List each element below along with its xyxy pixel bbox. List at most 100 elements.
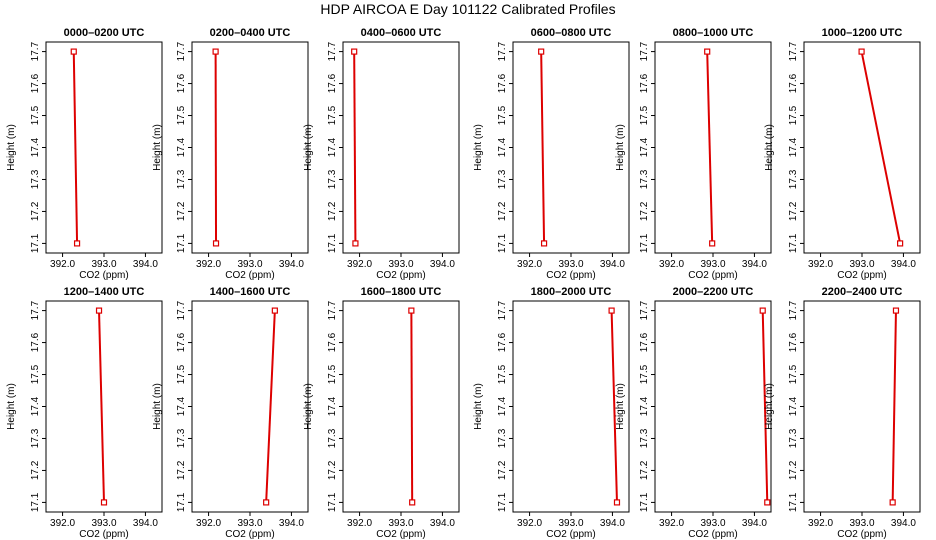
panel-title: 2200–2400 UTC bbox=[822, 286, 903, 298]
x-tick-label: 393.0 bbox=[91, 518, 116, 529]
chart-title: HDP AIRCOA E Day 101122 Calibrated Profi… bbox=[320, 1, 615, 17]
y-axis-label: Height (m) bbox=[6, 124, 17, 171]
profile-point bbox=[352, 240, 359, 247]
panel: 0600–0800 UTC 392.0 393.0 394.0 17.1 17.2 17.3… bbox=[473, 27, 630, 281]
y-tick-label: 17.6 bbox=[327, 73, 338, 93]
panel-title: 1000–1200 UTC bbox=[822, 27, 903, 39]
y-axis-label: Height (m) bbox=[764, 383, 775, 430]
profile-line bbox=[860, 51, 902, 244]
plot-frame bbox=[342, 41, 460, 254]
y-axis-label: Height (m) bbox=[473, 124, 484, 171]
profile-point bbox=[858, 48, 865, 55]
x-tick-label: 393.0 bbox=[237, 259, 262, 270]
x-tick-label: 392.0 bbox=[808, 259, 833, 270]
y-tick-label: 17.2 bbox=[497, 201, 508, 221]
y-tick-label: 17.3 bbox=[788, 428, 799, 448]
y-tick-label: 17.2 bbox=[176, 201, 187, 221]
x-axis-label: CO2 (ppm) bbox=[688, 270, 737, 281]
y-tick-label: 17.2 bbox=[788, 460, 799, 480]
y-axis-label: Height (m) bbox=[615, 383, 626, 430]
plot-frame bbox=[512, 41, 630, 254]
panel-title: 0000–0200 UTC bbox=[64, 27, 145, 39]
y-tick-label: 17.4 bbox=[497, 137, 508, 157]
y-tick-label: 17.6 bbox=[176, 332, 187, 352]
panel-title: 0600–0800 UTC bbox=[531, 27, 612, 39]
x-tick-label: 392.0 bbox=[50, 259, 75, 270]
y-tick-label: 17.3 bbox=[327, 169, 338, 189]
profile-point bbox=[95, 307, 103, 314]
x-tick-label: 392.0 bbox=[517, 518, 542, 529]
profile-point bbox=[408, 307, 415, 314]
panel: 0200–0400 UTC 392.0 393.0 394.0 17.1 17.2 17.3… bbox=[152, 27, 309, 281]
profile-line bbox=[353, 51, 357, 244]
x-axis-label: CO2 (ppm) bbox=[546, 270, 595, 281]
y-tick-label: 17.6 bbox=[639, 73, 650, 93]
y-axis-label: Height (m) bbox=[152, 124, 163, 171]
y-axis-label: Height (m) bbox=[473, 383, 484, 430]
profile-point bbox=[709, 240, 716, 247]
x-tick-label: 394.0 bbox=[891, 259, 916, 270]
x-tick-label: 394.0 bbox=[742, 518, 767, 529]
y-tick-label: 17.4 bbox=[30, 137, 41, 157]
plot-frame bbox=[654, 300, 772, 513]
y-tick-label: 17.3 bbox=[30, 428, 41, 448]
panel: 0000–0200 UTC 392.0 393.0 394.0 17.1 17.2 17.3… bbox=[6, 27, 163, 281]
plot-frame bbox=[191, 300, 309, 513]
profile-point bbox=[540, 240, 548, 247]
x-tick-label: 394.0 bbox=[600, 518, 625, 529]
x-tick-label: 393.0 bbox=[237, 518, 262, 529]
y-tick-label: 17.1 bbox=[176, 233, 187, 253]
x-tick-label: 394.0 bbox=[279, 518, 304, 529]
x-axis-label: CO2 (ppm) bbox=[688, 529, 737, 540]
profile-point bbox=[212, 240, 220, 247]
y-tick-label: 17.5 bbox=[30, 105, 41, 125]
y-tick-label: 17.4 bbox=[176, 396, 187, 416]
y-tick-label: 17.2 bbox=[639, 201, 650, 221]
y-tick-label: 17.4 bbox=[788, 396, 799, 416]
profile-line bbox=[761, 310, 769, 503]
y-tick-label: 17.7 bbox=[327, 41, 338, 61]
y-tick-label: 17.6 bbox=[30, 73, 41, 93]
y-axis-label: Height (m) bbox=[152, 383, 163, 430]
x-tick-label: 393.0 bbox=[700, 259, 725, 270]
x-tick-label: 394.0 bbox=[600, 259, 625, 270]
plot-frame bbox=[803, 41, 921, 254]
plot-frame bbox=[45, 41, 163, 254]
panel-title: 1200–1400 UTC bbox=[64, 286, 145, 298]
y-tick-label: 17.1 bbox=[327, 233, 338, 253]
y-tick-label: 17.3 bbox=[497, 169, 508, 189]
y-tick-label: 17.5 bbox=[788, 364, 799, 384]
plot-frame bbox=[803, 300, 921, 513]
y-tick-label: 17.5 bbox=[788, 105, 799, 125]
profile-point bbox=[100, 499, 108, 506]
y-tick-label: 17.6 bbox=[639, 332, 650, 352]
profile-point bbox=[73, 240, 81, 247]
y-tick-label: 17.5 bbox=[327, 105, 338, 125]
profile-line bbox=[540, 51, 546, 244]
x-axis-label: CO2 (ppm) bbox=[837, 270, 886, 281]
x-tick-label: 394.0 bbox=[430, 518, 455, 529]
y-tick-label: 17.7 bbox=[497, 41, 508, 61]
x-axis-label: CO2 (ppm) bbox=[837, 529, 886, 540]
y-tick-label: 17.3 bbox=[176, 428, 187, 448]
y-tick-label: 17.3 bbox=[497, 428, 508, 448]
panel-grid: 0000–0200 UTC 392.0 393.0 394.0 17.1 17.2 17.3… bbox=[6, 27, 921, 540]
profile-point bbox=[704, 48, 711, 55]
x-tick-label: 394.0 bbox=[430, 259, 455, 270]
panel: 2000–2200 UTC 392.0 393.0 394.0 17.1 17.2 17.3… bbox=[615, 286, 772, 540]
y-tick-label: 17.4 bbox=[176, 137, 187, 157]
profile-line bbox=[891, 310, 897, 503]
y-tick-label: 17.6 bbox=[30, 332, 41, 352]
panel-title: 2000–2200 UTC bbox=[673, 286, 754, 298]
panel: 2200–2400 UTC 392.0 393.0 394.0 17.1 17.2 17.3… bbox=[764, 286, 921, 540]
panel-title: 0400–0600 UTC bbox=[361, 27, 442, 39]
x-tick-label: 394.0 bbox=[133, 518, 158, 529]
profile-line bbox=[98, 310, 105, 503]
y-tick-label: 17.5 bbox=[30, 364, 41, 384]
y-tick-label: 17.4 bbox=[639, 137, 650, 157]
profile-point bbox=[889, 499, 896, 506]
y-tick-label: 17.2 bbox=[639, 460, 650, 480]
y-tick-label: 17.1 bbox=[788, 492, 799, 512]
x-tick-label: 393.0 bbox=[388, 518, 413, 529]
y-tick-label: 17.3 bbox=[327, 428, 338, 448]
